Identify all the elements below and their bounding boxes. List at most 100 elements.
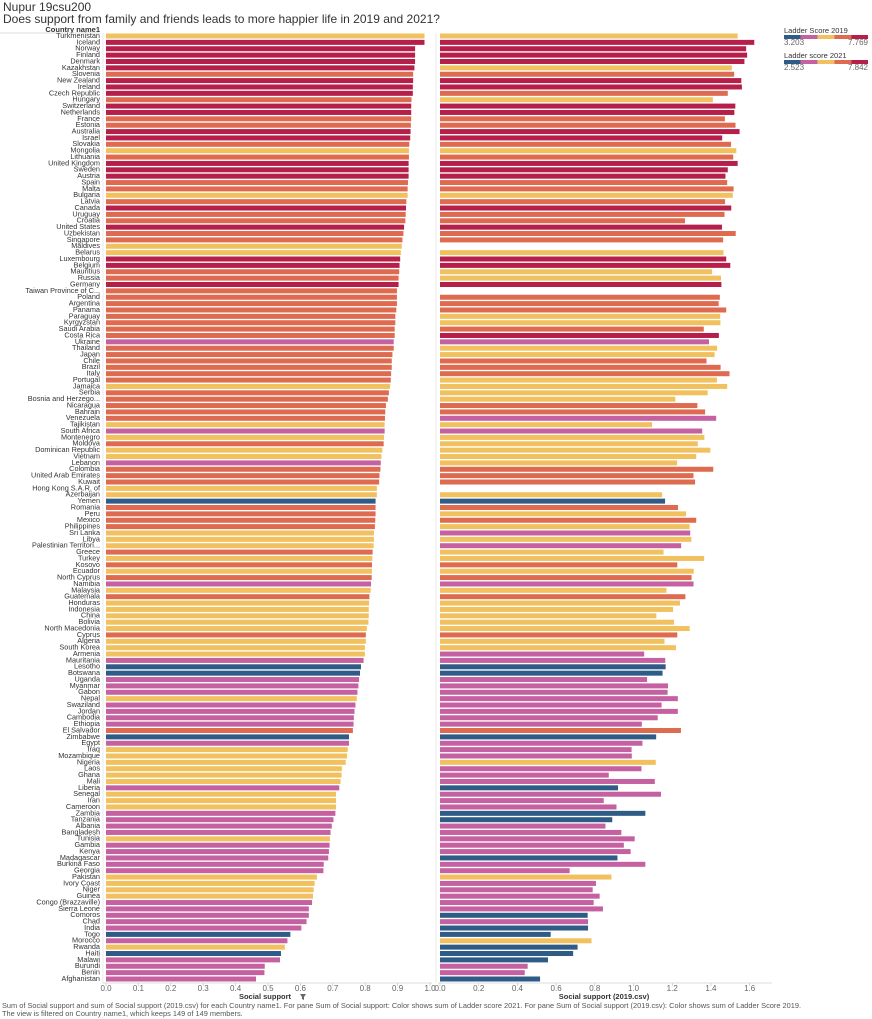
- bar: [106, 829, 331, 835]
- bar: [106, 422, 385, 428]
- bar: [106, 447, 383, 453]
- bar: [440, 868, 570, 874]
- bar: [106, 498, 376, 504]
- category-label: El Salvador: [63, 725, 101, 734]
- bar: [440, 281, 722, 287]
- category-label: Ghana: [78, 770, 101, 779]
- bar: [440, 135, 723, 141]
- bar: [440, 651, 645, 657]
- category-label: Czech Republic: [49, 88, 100, 97]
- category-label: Italy: [87, 369, 101, 378]
- bar: [106, 536, 374, 542]
- category-label: North Macedonia: [44, 623, 101, 632]
- bar: [106, 71, 414, 77]
- bar: [106, 390, 389, 396]
- bar: [106, 874, 317, 880]
- category-label: Austria: [77, 171, 101, 180]
- bar: [440, 810, 646, 816]
- bar: [106, 428, 385, 434]
- bar: [106, 211, 406, 217]
- category-label: Haiti: [85, 948, 100, 957]
- legend-title: Ladder Score 2019: [784, 26, 848, 35]
- bar: [106, 549, 373, 555]
- bar: [440, 626, 690, 632]
- bar: [440, 141, 732, 147]
- category-label: Libya: [83, 534, 101, 543]
- category-label: Niger: [83, 885, 101, 894]
- x-axis-title: Social support (2019.csv): [559, 992, 650, 1001]
- bar: [440, 696, 678, 702]
- bar: [440, 301, 719, 307]
- legend-max: 7.769: [848, 38, 869, 47]
- bar: [440, 103, 736, 109]
- x-tick-label: 0.8: [360, 984, 372, 993]
- bar: [440, 52, 748, 58]
- bar: [440, 109, 735, 115]
- category-label: Zimbabwe: [66, 732, 100, 741]
- bar: [440, 256, 727, 262]
- caption: Sum of Social support and sum of Social …: [2, 1001, 801, 1010]
- category-label: Nepal: [81, 694, 100, 703]
- bar: [106, 689, 358, 695]
- bar: [106, 963, 265, 969]
- category-label: Denmark: [70, 56, 100, 65]
- bar: [106, 492, 377, 498]
- bar: [440, 619, 674, 625]
- bar: [106, 33, 425, 39]
- category-label: Egypt: [81, 738, 100, 747]
- bar: [106, 696, 357, 702]
- category-label: China: [81, 611, 101, 620]
- bar: [106, 505, 376, 510]
- x-tick-label: 0.3: [198, 984, 210, 993]
- bar: [106, 606, 369, 612]
- bar: [106, 39, 425, 45]
- bar: [440, 167, 728, 173]
- bar: [106, 167, 409, 173]
- x-tick-label: 0.5: [262, 984, 274, 993]
- bar: [106, 855, 329, 861]
- category-label: Norway: [75, 44, 100, 53]
- bar: [440, 466, 714, 472]
- bar: [106, 205, 407, 211]
- bar: [106, 364, 392, 370]
- bar: [440, 581, 694, 587]
- category-label: Afghanistan: [61, 974, 100, 983]
- bar: [106, 358, 392, 364]
- bar: [440, 568, 694, 574]
- bar: [106, 976, 257, 982]
- bar: [106, 861, 324, 867]
- bar: [106, 677, 360, 683]
- bar: [440, 498, 666, 504]
- bar: [106, 97, 412, 103]
- category-label: Armenia: [73, 649, 101, 658]
- category-label: Ethiopia: [74, 719, 101, 728]
- bar: [440, 326, 704, 332]
- bar: [106, 320, 396, 326]
- category-label: Netherlands: [61, 107, 101, 116]
- x-tick-label: 0.4: [230, 984, 242, 993]
- category-label: Hong Kong S.A.R. of: [32, 483, 101, 492]
- bar: [106, 683, 359, 689]
- category-label: North Cyprus: [57, 573, 100, 582]
- bar: [440, 345, 718, 351]
- legend-swatch: [851, 35, 868, 39]
- bar: [106, 587, 371, 593]
- bar: [106, 415, 385, 421]
- bar: [440, 371, 730, 377]
- bar: [440, 874, 612, 880]
- bar: [106, 594, 370, 600]
- bar: [440, 78, 742, 84]
- category-label: Nigeria: [77, 757, 101, 766]
- bar: [440, 505, 679, 510]
- bar: [440, 632, 678, 638]
- category-label: United Kingdom: [48, 158, 100, 167]
- bar: [440, 199, 726, 205]
- bar: [440, 403, 698, 409]
- bar: [440, 358, 707, 364]
- bar: [440, 530, 691, 536]
- category-label: Belarus: [75, 248, 100, 257]
- bar: [440, 479, 696, 485]
- category-label: Finland: [76, 50, 100, 59]
- bar: [106, 345, 394, 351]
- category-label: Gabon: [78, 687, 100, 696]
